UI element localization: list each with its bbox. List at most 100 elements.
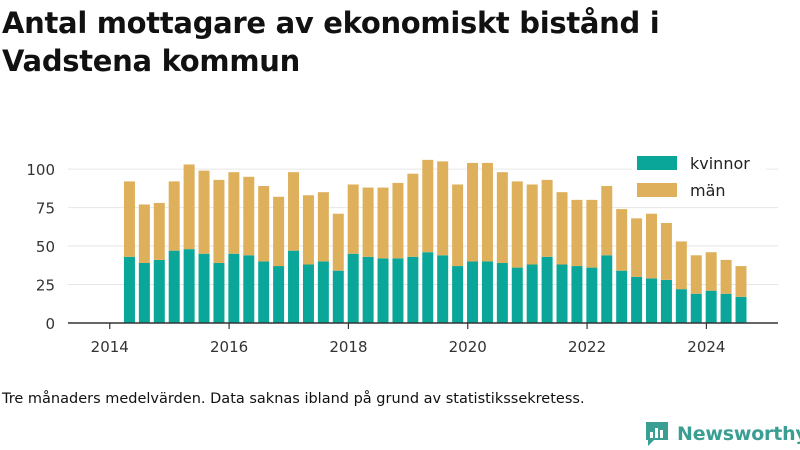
bar-man xyxy=(153,202,165,260)
x-tick-label: 2016 xyxy=(210,338,248,356)
bar-kvinnor xyxy=(690,293,702,323)
legend-swatch-kvinnor xyxy=(637,156,677,170)
bar-kvinnor xyxy=(273,266,285,323)
bar-man xyxy=(168,181,180,251)
bar-man xyxy=(467,162,479,262)
newsworthy-logo[interactable]: Newsworthy xyxy=(644,420,800,448)
bar-kvinnor xyxy=(392,258,404,323)
bar-man xyxy=(690,255,702,294)
bar-kvinnor xyxy=(601,255,613,323)
bar-man xyxy=(422,159,434,253)
bar-kvinnor xyxy=(586,267,598,323)
bar-man xyxy=(273,196,285,267)
bar-man xyxy=(571,199,583,267)
legend-item-kvinnor: kvinnor xyxy=(637,153,750,173)
bar-kvinnor xyxy=(720,293,732,323)
x-tick-label: 2014 xyxy=(91,338,129,356)
bar-kvinnor xyxy=(496,262,508,323)
newsworthy-logo-icon xyxy=(646,422,668,446)
bar-man xyxy=(616,209,628,271)
bar-kvinnor xyxy=(198,253,210,323)
bar-kvinnor xyxy=(422,252,434,323)
bar-man xyxy=(586,199,598,268)
bar-man xyxy=(526,184,538,265)
bar-kvinnor xyxy=(660,279,672,323)
bar-kvinnor xyxy=(541,256,553,323)
footnote: Tre månaders medelvärden. Data saknas ib… xyxy=(2,391,585,407)
bar-kvinnor xyxy=(526,264,538,323)
bar-man xyxy=(123,181,135,257)
bar-man xyxy=(646,213,658,279)
axes: 0 25 50 75 100 2014 2016 2018 2020 2022 2024 xyxy=(26,161,778,356)
bar-man xyxy=(317,192,329,262)
bar-man xyxy=(288,172,300,251)
y-tick-label: 0 xyxy=(45,315,55,333)
bar-kvinnor xyxy=(153,259,165,323)
bar-man xyxy=(601,186,613,256)
bar-kvinnor xyxy=(631,276,643,323)
bar-man xyxy=(720,259,732,294)
bar-man xyxy=(302,195,314,265)
bar-kvinnor xyxy=(481,261,493,323)
x-tick-label: 2022 xyxy=(568,338,606,356)
bar-kvinnor xyxy=(407,256,419,323)
bar-man xyxy=(705,252,717,291)
x-tick-label: 2018 xyxy=(329,338,367,356)
bar-kvinnor xyxy=(228,253,240,323)
bar-man xyxy=(556,192,568,265)
bar-kvinnor xyxy=(317,261,329,323)
bar-kvinnor xyxy=(377,258,389,323)
bar-man xyxy=(481,162,493,262)
bar-kvinnor xyxy=(362,256,374,323)
bar-kvinnor xyxy=(646,278,658,323)
legend-label-man: män xyxy=(690,180,726,200)
legend: kvinnor män xyxy=(632,148,766,206)
bar-man xyxy=(198,170,210,254)
bar-kvinnor xyxy=(332,270,344,323)
bar-man xyxy=(496,172,508,263)
bar-kvinnor xyxy=(138,262,150,323)
y-tick-label: 25 xyxy=(36,277,55,295)
brand-name: Newsworthy xyxy=(677,423,800,445)
bars xyxy=(123,159,747,323)
bar-kvinnor xyxy=(735,296,747,323)
bar-kvinnor xyxy=(302,264,314,323)
bar-man xyxy=(183,164,195,250)
bar-man xyxy=(228,172,240,254)
x-tick-label: 2024 xyxy=(687,338,725,356)
bar-kvinnor xyxy=(616,270,628,323)
y-tick-label: 75 xyxy=(36,200,55,218)
bar-man xyxy=(437,161,449,256)
legend-label-kvinnor: kvinnor xyxy=(690,153,750,173)
bar-man xyxy=(660,222,672,280)
bar-man xyxy=(735,266,747,297)
y-tick-label: 100 xyxy=(26,161,55,179)
bar-kvinnor xyxy=(705,290,717,323)
bar-kvinnor xyxy=(467,261,479,323)
bar-man xyxy=(243,176,255,256)
bar-kvinnor xyxy=(183,249,195,323)
bar-man xyxy=(392,182,404,259)
chart-title: Antal mottagare av ekonomiskt bistånd i … xyxy=(2,6,660,78)
y-tick-label: 50 xyxy=(36,238,55,256)
bar-kvinnor xyxy=(437,255,449,323)
bar-kvinnor xyxy=(347,253,359,323)
bar-man xyxy=(675,241,687,290)
bar-man xyxy=(452,184,464,267)
bar-kvinnor xyxy=(675,289,687,323)
bar-kvinnor xyxy=(258,261,270,323)
bar-man xyxy=(631,218,643,277)
bar-kvinnor xyxy=(452,266,464,323)
bar-man xyxy=(407,173,419,257)
bar-kvinnor xyxy=(511,267,523,323)
bar-kvinnor xyxy=(571,266,583,323)
bar-man xyxy=(362,187,374,257)
bar-man xyxy=(377,187,389,259)
bar-kvinnor xyxy=(556,264,568,323)
bar-man xyxy=(347,184,359,254)
bar-man xyxy=(258,186,270,262)
legend-item-man: män xyxy=(637,180,726,200)
x-tick-label: 2020 xyxy=(449,338,487,356)
bar-man xyxy=(213,179,225,263)
